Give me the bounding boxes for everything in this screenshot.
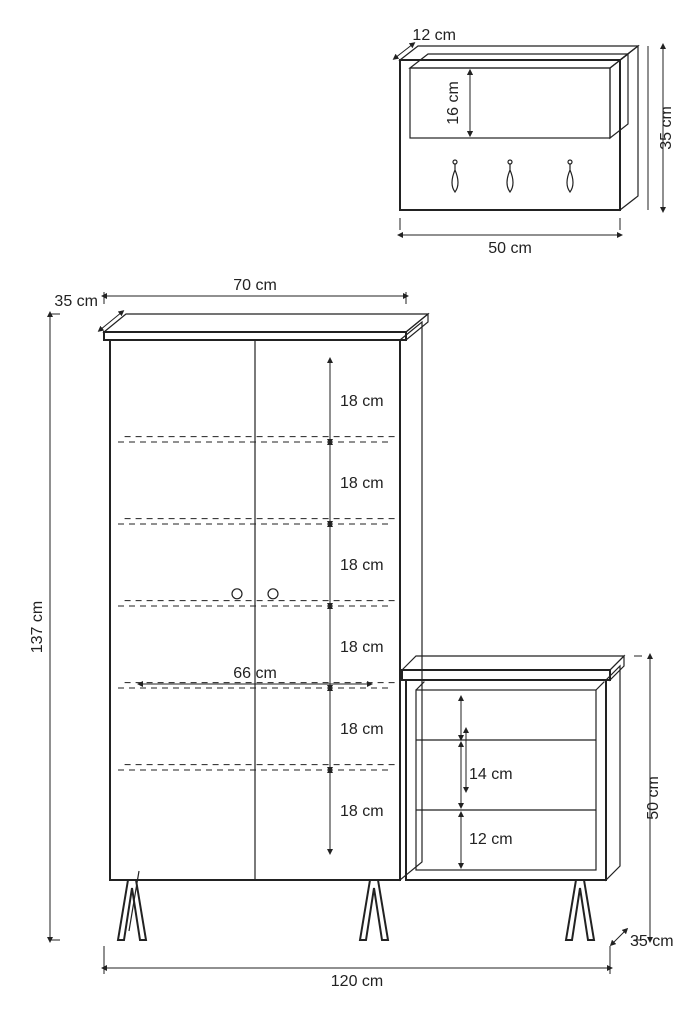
svg-text:35 cm: 35 cm xyxy=(54,293,98,310)
svg-text:35 cm: 35 cm xyxy=(658,106,675,150)
svg-text:35 cm: 35 cm xyxy=(630,933,674,950)
svg-text:18 cm: 18 cm xyxy=(340,393,384,410)
svg-text:50 cm: 50 cm xyxy=(645,776,662,820)
svg-text:18 cm: 18 cm xyxy=(340,639,384,656)
svg-text:12 cm: 12 cm xyxy=(469,831,513,848)
svg-text:16 cm: 16 cm xyxy=(445,81,462,125)
svg-text:18 cm: 18 cm xyxy=(340,557,384,574)
svg-text:18 cm: 18 cm xyxy=(340,721,384,738)
svg-text:70 cm: 70 cm xyxy=(233,277,277,294)
svg-text:18 cm: 18 cm xyxy=(340,803,384,820)
svg-text:14 cm: 14 cm xyxy=(469,766,513,783)
svg-text:66 cm: 66 cm xyxy=(233,665,277,682)
svg-text:120 cm: 120 cm xyxy=(331,973,383,990)
svg-text:50 cm: 50 cm xyxy=(488,240,532,257)
svg-text:137 cm: 137 cm xyxy=(29,601,46,653)
svg-text:18 cm: 18 cm xyxy=(340,475,384,492)
svg-text:12 cm: 12 cm xyxy=(412,27,456,44)
